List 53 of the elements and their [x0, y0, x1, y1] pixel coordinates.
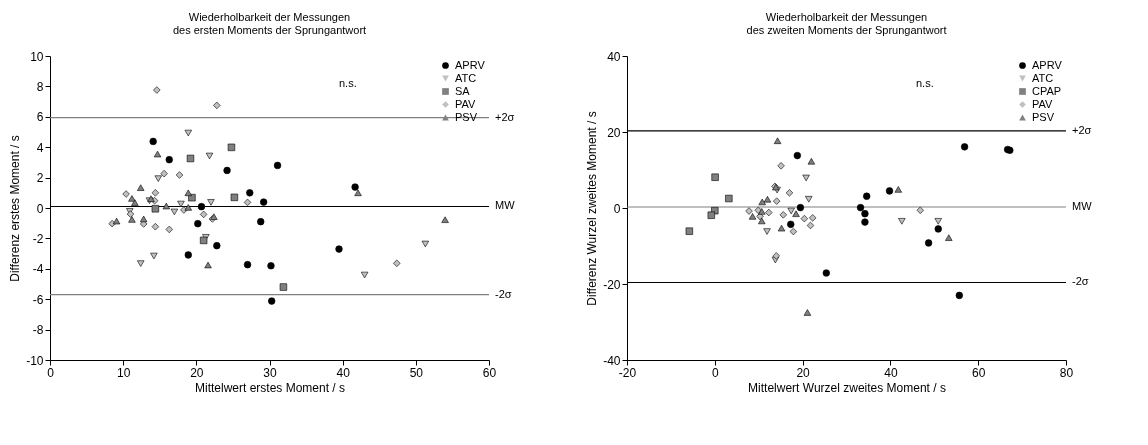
y-tick-label: 20 — [607, 125, 621, 140]
legend-label: SA — [455, 84, 471, 97]
legend-label: PAV — [1032, 97, 1054, 110]
y-axis-title: Differenz Wurzel zweites Moment / s — [585, 111, 600, 306]
y-tick-label: -6 — [32, 292, 44, 307]
legend-label: PAV — [455, 97, 477, 110]
annotation: n.s. — [339, 77, 357, 89]
x-tick-label: 80 — [1059, 365, 1074, 380]
x-tick-label: 20 — [796, 365, 811, 380]
x-tick-label: 50 — [409, 365, 424, 380]
ref-line-label: -2σ — [495, 287, 512, 300]
ref-line-label: MW — [1072, 200, 1093, 213]
y-axis-title: Differenz erstes Moment / s — [8, 135, 23, 282]
x-tick-label: 40 — [336, 365, 351, 380]
x-axis-title: Mittelwert erstes Moment / s — [194, 380, 346, 395]
y-tick-label: 10 — [30, 49, 44, 64]
legend-label: PSV — [455, 110, 478, 123]
x-tick-label: 20 — [190, 365, 204, 380]
x-axis-title: Mittelwert Wurzel zweites Moment / s — [748, 380, 946, 395]
legend-label: APRV — [455, 58, 486, 71]
legend-label: APRV — [1032, 58, 1063, 71]
legend-label: ATC — [455, 71, 477, 84]
ref-line-label: -2σ — [1072, 275, 1089, 288]
y-tick-label: 2 — [36, 171, 44, 186]
y-tick-label: -40 — [603, 353, 621, 368]
chart-title: Wiederholbarkeit der Messungen des zweiten Moments der Sprungantwort — [746, 11, 947, 36]
chart-title: Wiederholbarkeit der Messungen des ersten Moments der Sprungantwort — [172, 11, 367, 36]
y-tick-label: -2 — [32, 231, 44, 246]
legend-label: CPAP — [1032, 84, 1062, 97]
y-tick-label: -4 — [32, 262, 44, 277]
y-tick-label: -10 — [26, 353, 44, 368]
y-tick-label: 0 — [36, 201, 44, 216]
y-tick-label: -20 — [603, 277, 621, 292]
legend-label: ATC — [1032, 71, 1054, 84]
ref-line-label: MW — [495, 199, 516, 212]
x-tick-label: 0 — [711, 365, 719, 380]
y-tick-label: -8 — [32, 323, 44, 338]
legend-label: PSV — [1032, 110, 1055, 123]
x-tick-label: 10 — [116, 365, 131, 380]
x-tick-label: 0 — [47, 365, 55, 380]
ref-line-label: +2σ — [495, 110, 515, 123]
x-tick-label: -20 — [618, 365, 637, 380]
y-tick-label: 8 — [36, 79, 44, 94]
ref-line-label: +2σ — [1072, 123, 1092, 136]
y-tick-label: 0 — [613, 201, 621, 216]
annotation: n.s. — [916, 77, 934, 89]
x-tick-label: 60 — [972, 365, 986, 380]
y-tick-label: 40 — [607, 49, 621, 64]
x-tick-label: 40 — [884, 365, 898, 380]
y-tick-label: 4 — [36, 140, 44, 155]
y-tick-label: 6 — [36, 110, 44, 125]
x-tick-label: 30 — [263, 365, 277, 380]
x-tick-label: 60 — [482, 365, 497, 380]
